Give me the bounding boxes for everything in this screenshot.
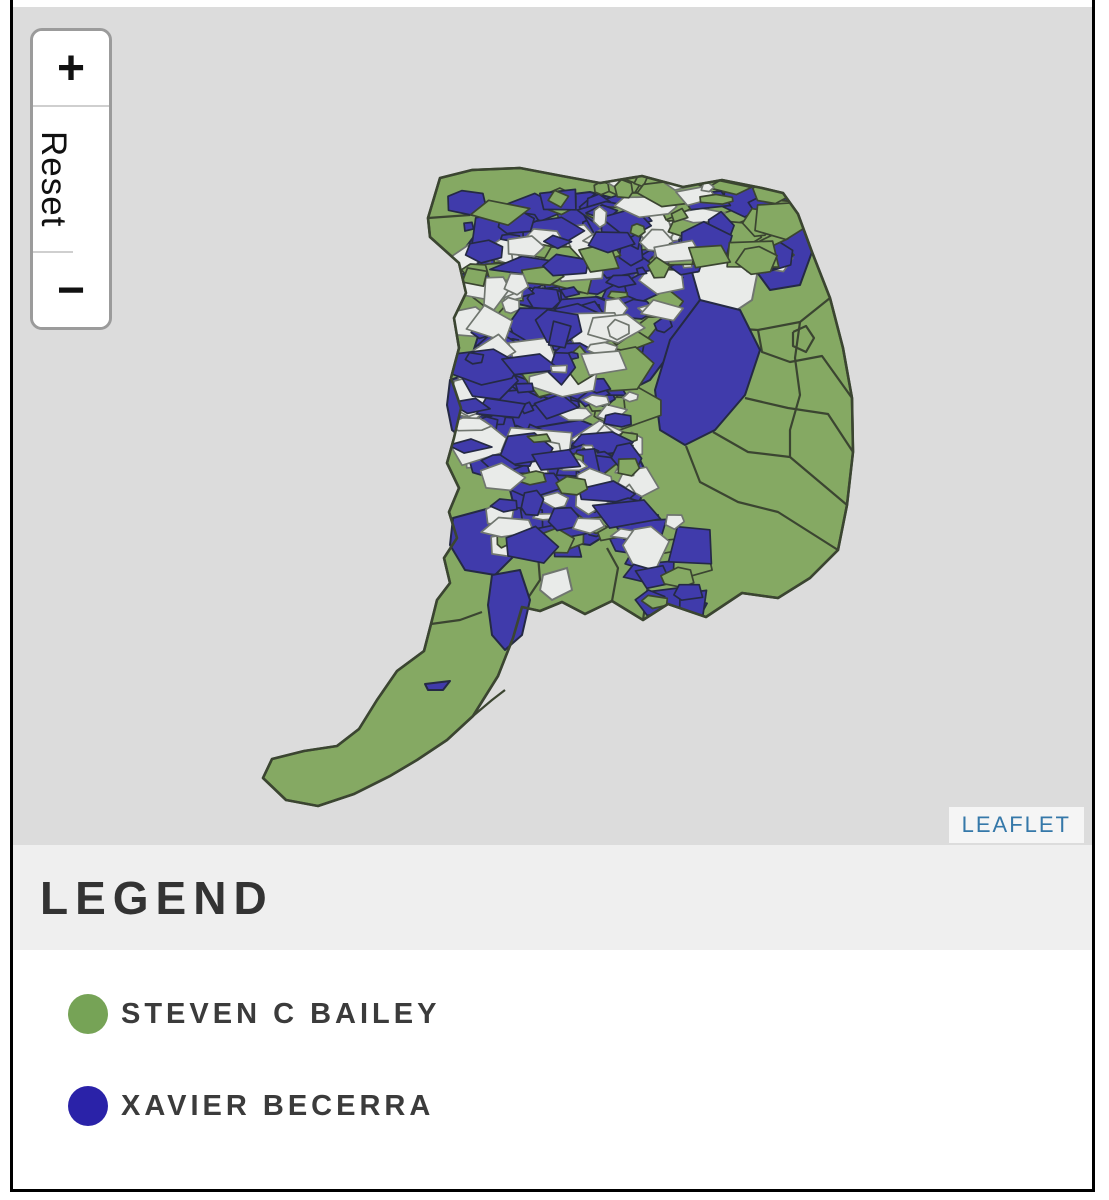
unshaded-precinct[interactable] xyxy=(538,566,574,602)
precinct-polygon[interactable] xyxy=(501,353,561,376)
district-outline xyxy=(261,166,855,808)
precinct-boundary-line xyxy=(756,329,853,399)
becerra-precinct[interactable] xyxy=(424,680,451,691)
precinct-polygon[interactable] xyxy=(592,205,608,229)
map-zoom-control: + Reset − xyxy=(30,28,112,330)
precinct-polygon[interactable] xyxy=(572,517,606,535)
precinct-polygon[interactable] xyxy=(547,506,580,532)
becerra-label: XAVIER BECERRA xyxy=(121,1089,435,1122)
precinct-polygon[interactable] xyxy=(533,393,580,420)
precinct-polygon[interactable] xyxy=(549,364,568,374)
precinct-map-svg[interactable] xyxy=(13,7,1092,845)
precinct-boundary-line xyxy=(427,213,471,220)
precinct-polygon[interactable] xyxy=(547,189,570,209)
precinct-boundary-line xyxy=(430,610,483,626)
precinct-polygon[interactable] xyxy=(547,320,572,349)
precinct-polygon[interactable] xyxy=(613,178,634,199)
zoom-out-button[interactable]: − xyxy=(33,253,109,327)
precinct-polygon[interactable] xyxy=(559,286,581,299)
precinct-polygon[interactable] xyxy=(660,566,695,589)
precinct-polygon[interactable] xyxy=(603,412,632,428)
top-strip xyxy=(13,0,1092,7)
leaflet-map[interactable]: + Reset − LEAFLET xyxy=(13,7,1092,845)
precinct-polygon[interactable] xyxy=(479,462,527,492)
precinct-polygon[interactable] xyxy=(464,239,504,264)
precinct-polygon[interactable] xyxy=(621,390,639,403)
precinct-boundary-line xyxy=(788,321,802,457)
precinct-polygon[interactable] xyxy=(699,193,734,205)
precinct-polygon[interactable] xyxy=(461,267,488,288)
precinct-polygon[interactable] xyxy=(667,525,713,565)
precinct-polygon[interactable] xyxy=(465,304,514,343)
precinct-polygon[interactable] xyxy=(555,475,589,496)
precinct-polygon[interactable] xyxy=(646,256,671,279)
precinct-boundary-line xyxy=(684,445,839,551)
precinct-polygon[interactable] xyxy=(587,231,636,254)
precinct-polygon[interactable] xyxy=(501,296,521,315)
precinct-polygon[interactable] xyxy=(629,222,646,238)
precinct-polygon[interactable] xyxy=(670,207,689,223)
legend-item-becerra: XAVIER BECERRA xyxy=(68,1084,1092,1128)
precinct-polygon[interactable] xyxy=(640,299,684,322)
precinct-polygon[interactable] xyxy=(542,253,590,277)
precinct-polygon[interactable] xyxy=(526,433,552,444)
precinct-polygon[interactable] xyxy=(687,244,732,269)
precinct-polygon[interactable] xyxy=(514,382,535,394)
precinct-boundary-line xyxy=(791,324,816,354)
becerra-precinct[interactable] xyxy=(487,569,531,651)
precinct-polygon[interactable] xyxy=(505,525,560,564)
legend-item-bailey: STEVEN C BAILEY xyxy=(68,992,1092,1036)
precinct-polygon[interactable] xyxy=(507,235,546,258)
precinct-polygon[interactable] xyxy=(605,274,637,289)
precinct-polygon[interactable] xyxy=(617,457,641,477)
precinct-polygon[interactable] xyxy=(607,290,629,300)
becerra-precinct[interactable] xyxy=(654,299,761,446)
precinct-polygon[interactable] xyxy=(606,318,630,341)
precinct-polygon[interactable] xyxy=(580,350,628,377)
leaflet-attribution-link[interactable]: LEAFLET xyxy=(948,807,1084,843)
precinct-polygon[interactable] xyxy=(447,438,493,454)
zoom-in-button[interactable]: + xyxy=(33,31,109,107)
precinct-polygon[interactable] xyxy=(578,480,636,504)
precinct-boundary-line xyxy=(712,431,848,506)
dense-precinct-mesh xyxy=(437,168,817,618)
precinct-polygon[interactable] xyxy=(635,266,648,276)
bailey-label: STEVEN C BAILEY xyxy=(121,997,441,1030)
precinct-polygon[interactable] xyxy=(503,272,530,296)
precinct-polygon[interactable] xyxy=(673,583,704,602)
page-frame: + Reset − LEAFLET LEGEND STEVEN C BAILEY… xyxy=(10,0,1095,1192)
precinct-polygon[interactable] xyxy=(469,199,531,227)
bailey-color-dot xyxy=(68,994,108,1034)
precinct-polygon[interactable] xyxy=(542,234,573,250)
precinct-polygon[interactable] xyxy=(664,514,686,531)
precinct-polygon[interactable] xyxy=(464,351,485,365)
precinct-polygon[interactable] xyxy=(520,489,545,517)
becerra-color-dot xyxy=(68,1086,108,1126)
precinct-polygon[interactable] xyxy=(706,179,753,196)
legend-items: STEVEN C BAILEY XAVIER BECERRA xyxy=(13,950,1092,1189)
precinct-polygon[interactable] xyxy=(634,564,672,590)
legend-title: LEGEND xyxy=(13,845,1092,950)
precinct-boundary-line xyxy=(606,547,620,602)
precinct-boundary-line xyxy=(472,689,506,717)
precinct-polygon[interactable] xyxy=(463,221,475,232)
precinct-polygon[interactable] xyxy=(581,394,611,408)
precinct-polygon[interactable] xyxy=(734,245,778,276)
precinct-polygon[interactable] xyxy=(531,448,582,471)
precinct-polygon[interactable] xyxy=(591,499,662,529)
reset-button[interactable]: Reset xyxy=(33,107,73,253)
precinct-polygon[interactable] xyxy=(489,498,518,513)
precinct-boundary-line xyxy=(744,396,854,453)
